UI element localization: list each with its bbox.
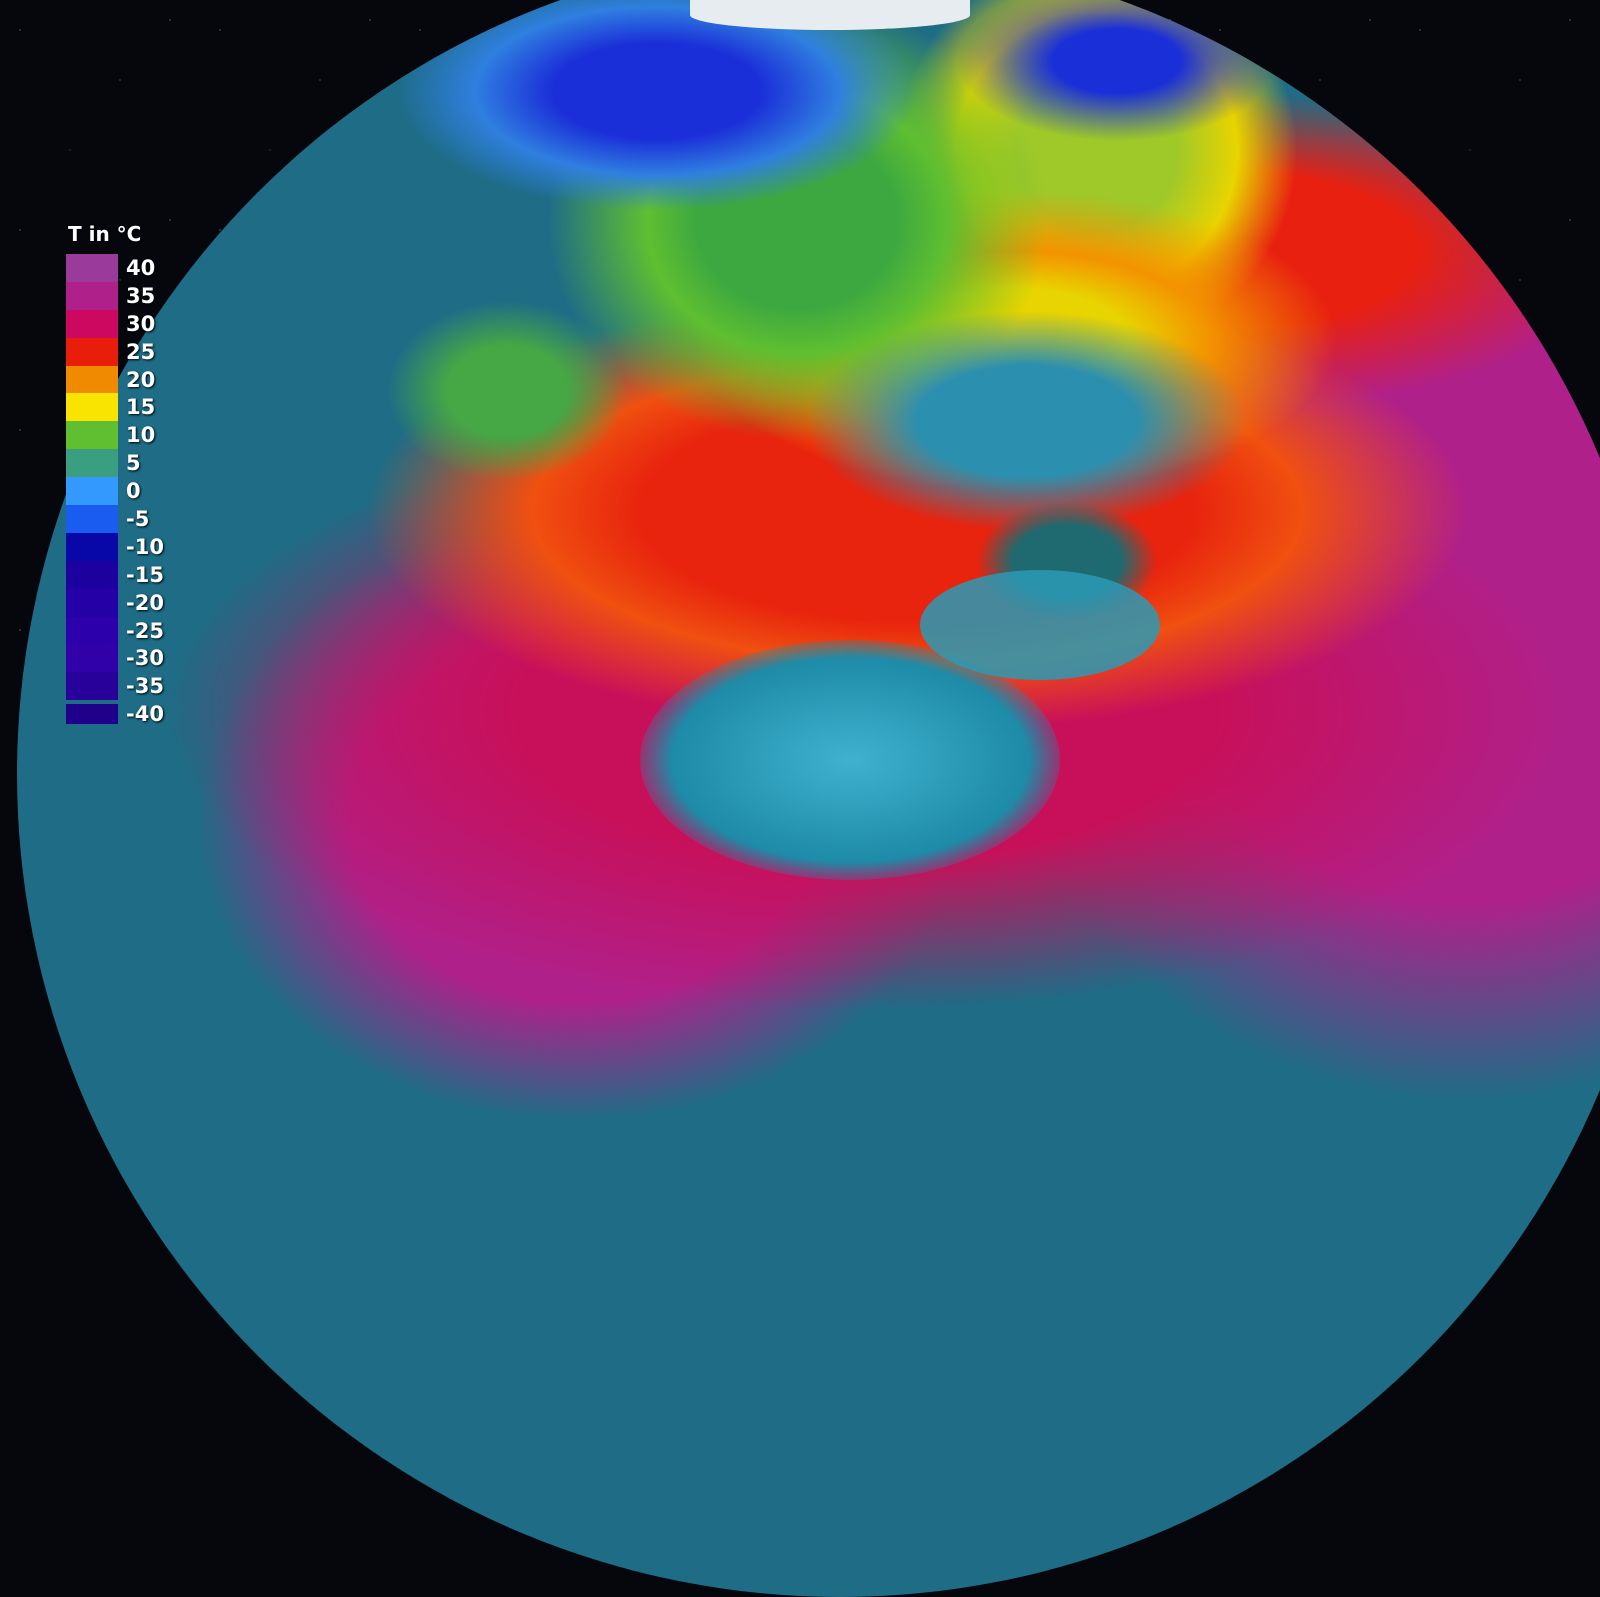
temperature-legend: T in °C 40 35 30 25 20 15 10 5 0 -5 -10 -15 -20 -25 -3… [66,222,164,728]
legend-swatch [66,588,118,617]
legend-label: -30 [126,646,164,671]
legend-scale: 40 35 30 25 20 15 10 5 0 -5 -10 -15 -20 -25 -30 -35 -40 [66,254,164,728]
legend-swatch [66,704,118,725]
legend-label: -20 [126,590,164,615]
legend-swatch [66,560,118,589]
legend-entry: 35 [66,281,164,310]
legend-swatch [66,393,118,422]
legend-entry: 0 [66,477,164,506]
legend-entry: 30 [66,309,164,338]
legend-entry: -25 [66,616,164,645]
legend-entry: -30 [66,644,164,673]
legend-swatch [66,365,118,394]
black-sea [920,570,1160,680]
legend-label: -10 [126,534,164,559]
legend-swatch [66,254,118,282]
legend-label: -15 [126,562,164,587]
legend-entry: -15 [66,560,164,589]
legend-swatch [66,672,118,701]
legend-entry: -10 [66,532,164,561]
arctic-ice [690,0,970,30]
legend-label: 35 [126,283,156,308]
legend-swatch [66,309,118,338]
legend-swatch [66,644,118,673]
legend-entry: 15 [66,393,164,422]
legend-entry: 10 [66,421,164,450]
legend-entry: -35 [66,672,164,701]
legend-swatch [66,421,118,450]
legend-label: -40 [126,702,164,727]
legend-entry: 25 [66,337,164,366]
legend-label: -35 [126,674,164,699]
legend-entry: -20 [66,588,164,617]
legend-swatch [66,337,118,366]
legend-label: 5 [126,451,141,476]
legend-swatch [66,449,118,478]
legend-swatch [66,477,118,506]
legend-swatch [66,532,118,561]
mediterranean-sea [640,640,1060,880]
legend-label: -25 [126,618,164,643]
legend-entry: 5 [66,449,164,478]
legend-label: 25 [126,339,156,364]
legend-swatch [66,281,118,310]
legend-swatch [66,616,118,645]
legend-entry: -40 [66,700,164,728]
legend-label: 30 [126,311,156,336]
legend-entry: -5 [66,505,164,533]
legend-entry: 20 [66,365,164,394]
legend-label: -5 [126,506,150,531]
legend-label: 20 [126,367,156,392]
legend-title: T in °C [68,222,142,246]
legend-label: 0 [126,479,141,504]
legend-label: 10 [126,423,156,448]
legend-label: 15 [126,395,156,420]
legend-swatch [66,505,118,533]
legend-entry: 40 [66,254,164,282]
legend-label: 40 [126,255,156,280]
